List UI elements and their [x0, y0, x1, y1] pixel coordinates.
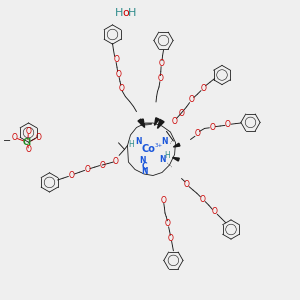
- Text: O: O: [200, 84, 206, 93]
- Text: O: O: [179, 109, 185, 118]
- Text: O: O: [157, 74, 163, 83]
- Text: o: o: [122, 8, 129, 19]
- Text: O: O: [118, 84, 124, 93]
- Text: O: O: [209, 123, 215, 132]
- Text: O: O: [194, 129, 200, 138]
- Text: O: O: [99, 160, 105, 169]
- Text: O: O: [112, 157, 118, 166]
- Text: O: O: [26, 127, 32, 136]
- Text: O: O: [188, 95, 194, 104]
- Text: O: O: [68, 171, 74, 180]
- Text: H: H: [128, 140, 134, 149]
- Text: O: O: [172, 117, 178, 126]
- Text: O: O: [168, 234, 174, 243]
- Polygon shape: [139, 119, 145, 128]
- Polygon shape: [158, 119, 164, 128]
- Text: O: O: [212, 207, 218, 216]
- Text: O: O: [200, 195, 206, 204]
- Text: O: O: [158, 59, 164, 68]
- Text: O: O: [84, 165, 90, 174]
- Text: Cl: Cl: [22, 138, 32, 147]
- Text: O: O: [160, 196, 166, 205]
- Polygon shape: [172, 158, 179, 161]
- Text: O: O: [116, 70, 122, 79]
- Text: N: N: [135, 137, 141, 146]
- Polygon shape: [138, 119, 143, 126]
- Text: O: O: [184, 180, 190, 189]
- Text: H: H: [115, 8, 123, 19]
- Text: N: N: [139, 156, 146, 165]
- Text: N: N: [159, 154, 166, 164]
- Text: O: O: [36, 133, 42, 142]
- Text: H: H: [128, 8, 136, 19]
- Text: O: O: [11, 133, 17, 142]
- Text: −: −: [3, 136, 12, 146]
- Text: N: N: [141, 167, 148, 176]
- Text: Co: Co: [142, 143, 155, 154]
- Text: 3+: 3+: [155, 143, 163, 148]
- Polygon shape: [173, 143, 180, 147]
- Text: O: O: [26, 146, 32, 154]
- Text: O: O: [113, 56, 119, 64]
- Text: C: C: [142, 162, 147, 171]
- Text: O: O: [225, 120, 231, 129]
- Text: O: O: [165, 219, 171, 228]
- Text: H: H: [164, 151, 170, 160]
- Text: N: N: [161, 137, 168, 146]
- Polygon shape: [154, 118, 159, 125]
